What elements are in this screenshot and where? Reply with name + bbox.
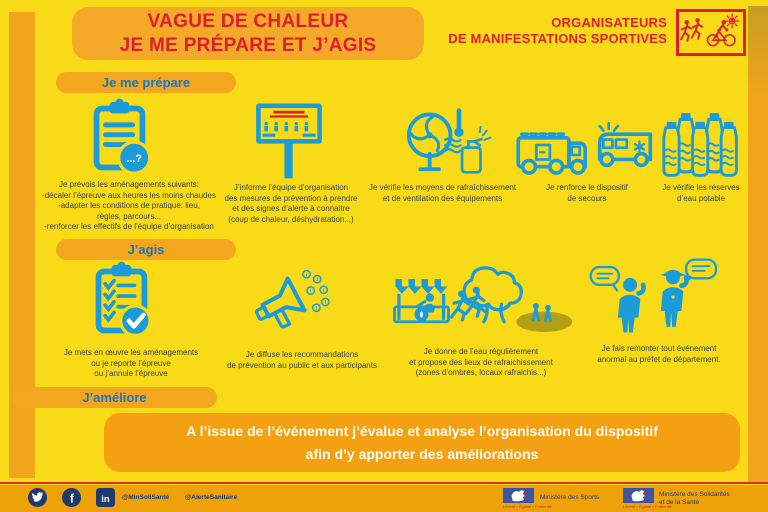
fan-cooling-icon [406,108,492,174]
marianne-logo-sports [503,488,534,503]
left-orange-stripe [9,12,35,478]
svg-text:f: f [70,492,75,506]
svg-text:i: i [325,300,327,306]
footer-bar: f in @MinSoliSanté @AlerteSanitaire Libe… [0,485,768,512]
svg-text:i: i [316,306,318,312]
svg-text:i: i [310,289,312,295]
section-label: J’améliore [82,390,147,405]
phone-report-icon [589,258,718,333]
item-caption: Je prévois les aménagements suivants: -d… [42,180,216,231]
svg-text:i: i [316,277,318,283]
megaphone-icon: iii iii [254,269,330,329]
rescue-vehicles-icon [516,121,653,175]
item-caption: Je vérifie les moyens de rafraîchissemen… [368,183,517,203]
water-stand-shade-icon [393,266,573,333]
section-label: J’agis [127,242,165,257]
sports-pictogram-box [676,9,746,56]
logo-motto: Liberté • Égalité • Fraternité [623,504,672,509]
section-header-prepare: Je me prépare [56,72,236,93]
item-caption: Je vérifie les réserves d’eau potable [662,183,740,203]
svg-text:...?: ...? [127,153,142,165]
handle-ministry[interactable]: @MinSoliSanté [122,494,170,501]
footer-divider [0,482,768,484]
information-signboard-icon [256,103,322,179]
section-header-improve: J’améliore [12,387,217,408]
checklist-done-icon [95,261,152,338]
linkedin-icon[interactable]: in [96,488,115,507]
marianne-logo-health [623,488,654,503]
twitter-icon[interactable] [28,488,47,507]
poster-title: VAGUE DE CHALEUR JE ME PRÉPARE ET J’AGIS [72,7,424,60]
facebook-icon[interactable]: f [62,488,81,507]
audience-line1: ORGANISATEURS [551,15,667,30]
poster-title-line1: VAGUE DE CHALEUR [147,10,349,32]
clipboard-question-icon: ...? [93,98,152,175]
water-bottles-icon [662,111,738,177]
item-caption: Je mets en œuvre les aménagements ou je … [63,348,199,378]
poster-title-line2: JE ME PRÉPARE ET J’AGIS [119,34,377,56]
section-header-act: J’agis [56,239,236,260]
item-caption: Je renforce le dispositif de secours [546,183,628,203]
right-orange-stripe [748,6,768,484]
item-caption: J’informe l’équipe d’organisation des me… [224,183,358,224]
handle-alert[interactable]: @AlerteSanitaire [184,494,238,501]
audience-line2: DE MANIFESTATIONS SPORTIVES [448,31,667,46]
item-caption: Je fais remonter tout événement anormal … [597,344,721,364]
svg-text:i: i [306,272,308,278]
audience-heading: ORGANISATEURS DE MANIFESTATIONS SPORTIVE… [448,15,667,47]
section-label: Je me prépare [101,75,191,90]
evaluation-banner: A l’issue de l’événement j’évalue et ana… [104,413,740,472]
social-handles: @MinSoliSanté @AlerteSanitaire [122,494,251,501]
svg-text:i: i [323,288,325,294]
item-caption: Je diffuse les recommandations de préven… [227,350,377,370]
sun-icon [724,13,740,29]
svg-text:in: in [101,494,110,505]
ministry-health-label: Ministère des Solidarités et de la Santé [659,491,730,506]
logo-motto: Liberté • Égalité • Fraternité [503,504,552,509]
runners-cyclist-sun-icon [679,13,740,47]
ministry-sports-label: Ministère des Sports [540,494,600,501]
item-caption: Je donne de l’eau régulièrement et propo… [409,347,553,377]
